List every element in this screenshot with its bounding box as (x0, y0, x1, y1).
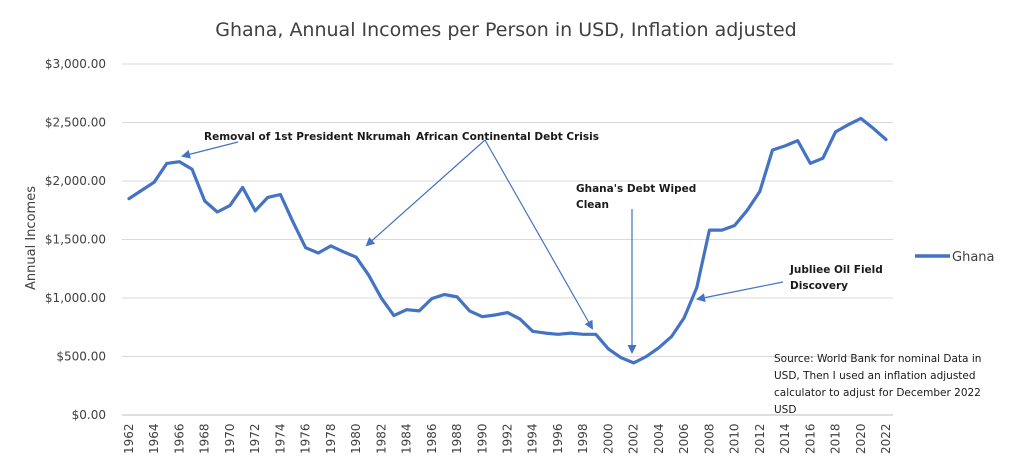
y-tick-label: $1,500.00 (45, 233, 106, 247)
x-tick-label: 1994 (526, 423, 540, 454)
series-line-ghana (127, 116, 888, 365)
x-tick-label: 1980 (349, 423, 363, 454)
annotation-debt-wiped-line1: Ghana's Debt Wiped (576, 183, 696, 195)
x-tick-label: 2022 (879, 423, 893, 454)
annotation-oil-line1: Jubliee Oil Field (789, 264, 883, 276)
legend: Ghana (915, 250, 995, 265)
x-tick-label: 1974 (273, 423, 287, 454)
x-tick-label: 1988 (450, 423, 464, 454)
x-tick-label: 2010 (728, 423, 742, 454)
x-tick-label: 2014 (778, 423, 792, 454)
x-tick-label: 2016 (803, 423, 817, 454)
chart-title: Ghana, Annual Incomes per Person in USD,… (215, 19, 796, 41)
x-tick-label: 1972 (248, 423, 262, 454)
x-tick-label: 2008 (702, 423, 716, 454)
annotation-nkrumah: Removal of 1st President Nkrumah (204, 131, 411, 143)
x-tick-label: 2012 (753, 423, 767, 454)
legend-label: Ghana (952, 250, 995, 265)
arrow-debt-crisis-1980 (365, 139, 486, 247)
y-tick-label: $500.00 (56, 350, 106, 364)
x-tick-label: 1984 (400, 423, 414, 454)
y-axis-label: Annual Incomes (24, 186, 39, 290)
y-tick-label: $2,500.00 (45, 116, 106, 130)
x-tick-label: 1976 (299, 423, 313, 454)
x-tick-label: 2020 (854, 423, 868, 454)
x-tick-label: 2000 (601, 423, 615, 454)
x-axis-ticks: 1962 1964 1966 1968 1970 1972 1974 1976 1978 1980… (122, 423, 893, 454)
annotation-debt-crisis: African Continental Debt Crisis (416, 131, 599, 143)
gridlines (122, 63, 893, 357)
y-axis-ticks: $0.00 $500.00 $1,000.00 $1,500.00 $2,000.00 $… (45, 57, 106, 422)
x-tick-label: 1964 (147, 423, 161, 454)
x-tick-label: 2004 (652, 423, 666, 454)
x-tick-label: 1986 (425, 423, 439, 454)
x-tick-label: 1978 (324, 423, 338, 454)
annotation-debt-wiped-line2: Clean (576, 199, 609, 211)
x-tick-label: 1966 (172, 423, 186, 454)
series-group (127, 116, 888, 365)
arrow-nkrumah (181, 141, 239, 159)
y-tick-label: $3,000.00 (45, 57, 106, 71)
source-note-line1: Source: World Bank for nominal Data in (774, 353, 981, 365)
y-tick-label: $0.00 (72, 408, 106, 422)
x-tick-label: 1968 (198, 423, 212, 454)
x-tick-label: 1996 (551, 423, 565, 454)
x-tick-label: 2002 (627, 423, 641, 454)
annotation-oil-line2: Discovery (790, 280, 848, 292)
x-tick-label: 1962 (122, 423, 136, 454)
x-tick-label: 1970 (223, 423, 237, 454)
x-tick-label: 1992 (501, 423, 515, 454)
y-tick-label: $2,000.00 (45, 174, 106, 188)
source-note-line2: USD, Then I used an inflation adjusted (774, 370, 976, 382)
source-note-line3: calculator to adjust for December 2022 (774, 387, 981, 399)
x-tick-label: 1998 (576, 423, 590, 454)
x-tick-label: 1982 (374, 423, 388, 454)
x-tick-label: 2018 (829, 423, 843, 454)
x-tick-label: 2006 (677, 423, 691, 454)
source-note-line4: USD (774, 404, 796, 416)
annotation-arrows (181, 139, 784, 354)
arrow-debt-crisis-1999 (484, 139, 593, 330)
x-tick-label: 1990 (475, 423, 489, 454)
y-tick-label: $1,000.00 (45, 291, 106, 305)
arrow-oil (696, 281, 784, 303)
